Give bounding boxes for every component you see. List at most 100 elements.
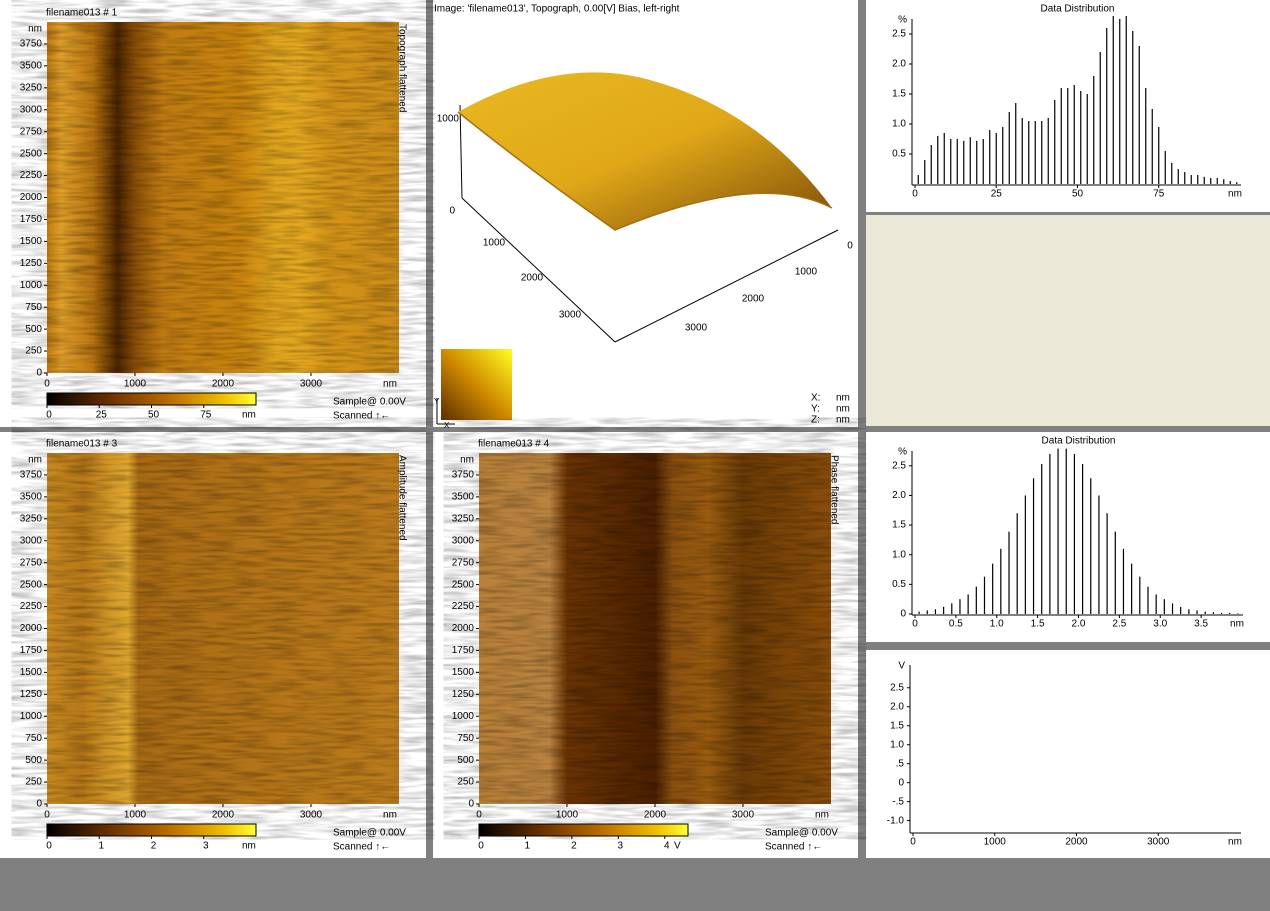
empty-panel bbox=[866, 215, 1270, 426]
histogram-bar bbox=[1184, 172, 1186, 184]
x-unit: nm bbox=[1230, 619, 1244, 630]
x-tick-label: 2000 bbox=[212, 810, 235, 821]
x-tick-label: 2.0 bbox=[1072, 619, 1086, 630]
y-tick-label: 2000 bbox=[452, 623, 475, 634]
x-axis-label: 1000 bbox=[795, 267, 818, 278]
panel bbox=[866, 432, 1270, 642]
y-tick-label: 1.5 bbox=[892, 89, 906, 100]
histogram-bar bbox=[1086, 94, 1088, 184]
histogram-bar bbox=[943, 133, 945, 184]
histogram-bar bbox=[1145, 88, 1147, 184]
histogram-bar bbox=[1125, 16, 1127, 184]
histogram-bar bbox=[983, 576, 986, 614]
image-title: filename013 # 4 bbox=[478, 439, 550, 450]
y-unit: V bbox=[898, 661, 905, 672]
histogram-bar bbox=[1099, 52, 1101, 184]
y-tick-label: 3500 bbox=[452, 492, 475, 503]
y-tick-label: 1750 bbox=[20, 645, 43, 656]
x-tick-label: 0 bbox=[44, 810, 50, 821]
y-tick-label: 1750 bbox=[20, 214, 43, 225]
colorbar bbox=[46, 392, 257, 406]
histogram-bar bbox=[917, 175, 919, 184]
histogram-bar bbox=[956, 139, 958, 184]
histogram-bar bbox=[982, 139, 984, 184]
surface-3d bbox=[458, 72, 832, 230]
histogram-bar bbox=[1015, 103, 1017, 184]
y-tick-label: 2000 bbox=[20, 192, 43, 203]
histogram-bar bbox=[1119, 19, 1121, 184]
y-tick-label: 0.5 bbox=[892, 579, 906, 590]
y-tick-label: 1.0 bbox=[892, 549, 906, 560]
histogram-bar bbox=[1229, 612, 1231, 614]
histogram-bar bbox=[1177, 169, 1179, 184]
y-tick-label: 1000 bbox=[20, 711, 43, 722]
x-unit: nm bbox=[383, 810, 397, 821]
y-tick-label: 1500 bbox=[20, 236, 43, 247]
colorbar-axis: Y bbox=[434, 397, 440, 406]
y-tick-label: 2500 bbox=[452, 579, 475, 590]
histogram-bar bbox=[963, 140, 965, 184]
y-tick-label: 2000 bbox=[20, 623, 43, 634]
y-tick-label: 2750 bbox=[20, 557, 43, 568]
colorbar-unit: nm bbox=[242, 410, 256, 421]
z-axis-label: 0 bbox=[449, 206, 455, 217]
y-tick-label: 250 bbox=[25, 777, 42, 788]
y-tick-label: 3000 bbox=[452, 535, 475, 546]
y-axis-label: 2000 bbox=[521, 273, 544, 284]
image-title: filename013 # 1 bbox=[46, 8, 118, 19]
y-tick-label: 1.5 bbox=[892, 520, 906, 531]
y-tick-label: 2.0 bbox=[892, 59, 906, 70]
colorbar-unit: nm bbox=[242, 841, 256, 852]
surface-edge bbox=[457, 111, 833, 231]
scan-texture bbox=[47, 453, 399, 804]
colorbar-label: 1 bbox=[98, 841, 104, 852]
channel-label: Phase flattened bbox=[828, 455, 839, 525]
scan-texture bbox=[479, 453, 831, 804]
histogram-bar bbox=[930, 145, 932, 184]
x-tick-label: 1000 bbox=[984, 837, 1007, 848]
histogram-bar bbox=[1041, 121, 1043, 184]
histogram-bar bbox=[1138, 46, 1140, 184]
histogram-bar bbox=[951, 603, 953, 614]
y-tick-label: 2250 bbox=[20, 601, 43, 612]
y-tick-label: 500 bbox=[457, 755, 474, 766]
y-tick-label: 500 bbox=[25, 755, 42, 766]
x-tick-label: 1000 bbox=[124, 810, 147, 821]
image-title: filename013 # 3 bbox=[46, 439, 118, 450]
y-unit: % bbox=[898, 447, 907, 458]
histogram-bar bbox=[1190, 175, 1192, 184]
histogram-bar bbox=[1132, 31, 1134, 184]
colorbar-label: 75 bbox=[200, 410, 212, 421]
histogram-bar bbox=[1204, 611, 1206, 614]
histogram-bar bbox=[975, 586, 977, 614]
sample-bias: Sample@ 0.00V bbox=[765, 828, 838, 839]
x-tick-label: 3000 bbox=[1147, 837, 1170, 848]
y-tick-label: 1250 bbox=[452, 689, 475, 700]
histogram-bar bbox=[1114, 531, 1116, 614]
colorbar bbox=[478, 823, 689, 837]
histogram-bar bbox=[1223, 179, 1225, 184]
y-tick-label: 3750 bbox=[452, 470, 475, 481]
x-tick-label: 0 bbox=[476, 810, 482, 821]
histogram-bar bbox=[1093, 76, 1095, 184]
x-tick-label: 2.5 bbox=[1112, 619, 1126, 630]
colorbar-unit: V bbox=[674, 841, 681, 852]
y-tick-label: 1500 bbox=[452, 667, 475, 678]
unit-value: nm bbox=[836, 404, 850, 415]
y-tick-label: 1250 bbox=[20, 258, 43, 269]
y-unit: nm bbox=[460, 455, 474, 466]
histogram-bar bbox=[1002, 127, 1004, 184]
x-tick-label: 3.0 bbox=[1153, 619, 1167, 630]
x-tick-label: 1000 bbox=[556, 810, 579, 821]
y-tick-label: 2500 bbox=[20, 148, 43, 159]
y-tick-label: 0.5 bbox=[892, 149, 906, 160]
y-tick-label: 2.5 bbox=[890, 682, 904, 693]
x-unit: nm bbox=[383, 379, 397, 390]
x-tick-label: 75 bbox=[1153, 189, 1165, 200]
histogram-bar bbox=[967, 594, 969, 614]
histogram-bar bbox=[1032, 478, 1035, 614]
histogram-bar bbox=[1000, 548, 1002, 614]
histogram-bar bbox=[1229, 181, 1231, 184]
y-tick-label: 3500 bbox=[20, 492, 43, 503]
